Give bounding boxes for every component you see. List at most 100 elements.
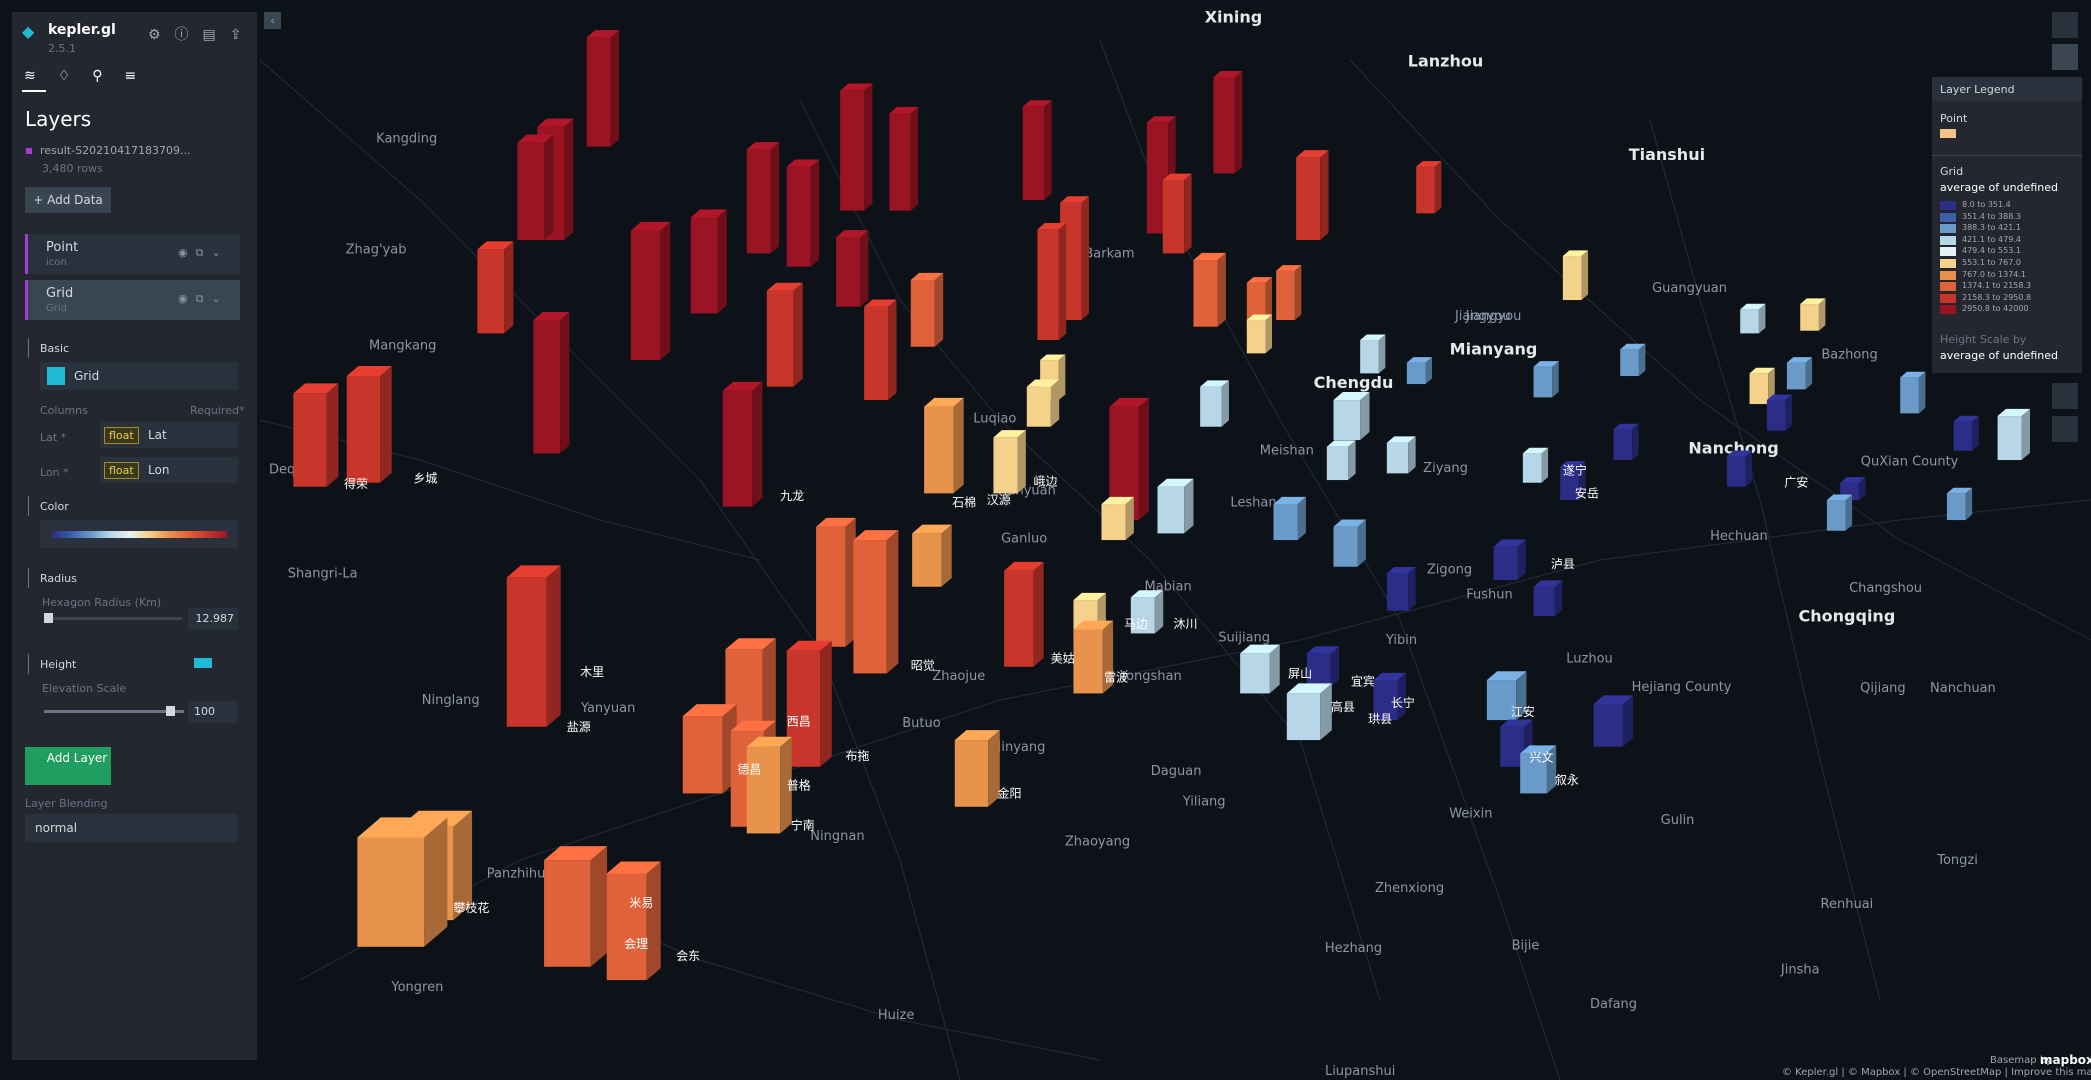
grid-cell (1273, 496, 1306, 541)
add-data-button[interactable]: + Add Data (25, 187, 111, 213)
cell-side (1320, 150, 1329, 241)
cell-side (820, 640, 832, 767)
map-control[interactable] (2052, 44, 2078, 70)
layer-card[interactable]: Grid Grid ◉⧉⌄ (25, 280, 240, 320)
cell-side (1397, 672, 1406, 721)
layer-actions[interactable]: ◉⧉⌄ (178, 246, 229, 259)
grid-cell (1766, 394, 1793, 431)
place-label: Kangding (376, 132, 437, 147)
place-label: Dafang (1590, 997, 1637, 1012)
cell-top (1333, 519, 1366, 527)
cell-front (1997, 416, 2022, 461)
legend-height-label: Height Scale by (1940, 333, 2027, 346)
cell-side (1745, 450, 1753, 487)
cell-top (1406, 357, 1433, 363)
place-label: Tongzi (1936, 853, 1978, 868)
grid-cell (766, 282, 803, 387)
legend-swatch (1940, 270, 1956, 280)
cell-front (912, 533, 942, 587)
cell-front (786, 166, 811, 267)
cell-front (1533, 586, 1555, 617)
cell-front (1286, 693, 1321, 741)
grid-cell (1101, 496, 1134, 541)
local-label: 峨边 (1033, 474, 1057, 488)
grid-cell (746, 142, 780, 254)
place-label: Renhuai (1821, 897, 1874, 912)
radius-input[interactable]: 12.987 (188, 608, 238, 630)
cell-top (954, 730, 1000, 741)
grid-cell (1157, 478, 1194, 534)
cell-side (1360, 392, 1370, 441)
place-label: Luzhou (1566, 652, 1613, 667)
cell-top (544, 846, 608, 861)
cell-front (786, 650, 821, 767)
cell-side (1758, 303, 1766, 334)
place-label: Jiangyou (1454, 309, 1511, 324)
grid-cell (1560, 461, 1586, 501)
layer-type-select[interactable]: Grid (40, 362, 238, 390)
layer-name: Point (46, 240, 79, 255)
cell-front (1749, 373, 1769, 405)
place-label: Jinsha (1780, 962, 1820, 977)
cell-top (1037, 222, 1067, 230)
cell-top (1246, 314, 1273, 321)
place-label: Huize (878, 1008, 914, 1023)
grid-cell (1533, 361, 1559, 398)
cell-front (1766, 400, 1786, 431)
grid-cell (1306, 646, 1340, 687)
cell-side (1102, 620, 1114, 694)
place-label: Yiliang (1182, 794, 1226, 809)
cell-side (1081, 196, 1089, 321)
legend-swatch (1940, 224, 1956, 234)
blending-select[interactable]: normal (25, 814, 237, 842)
cell-front (864, 306, 889, 401)
map-control[interactable] (2052, 383, 2078, 409)
grid-cell (912, 524, 952, 587)
elevation-input[interactable]: 100 (188, 701, 238, 723)
map-control[interactable] (2052, 12, 2078, 38)
cell-front (853, 540, 887, 674)
layer-card[interactable]: Point icon ◉⧉⌄ (25, 234, 240, 274)
collapse-button[interactable]: ‹ (264, 12, 281, 29)
grid-cell (746, 736, 792, 834)
cell-top (1130, 590, 1164, 598)
legend-swatch (1940, 259, 1956, 268)
grid-cell (1997, 408, 2030, 461)
radius-handle[interactable] (44, 613, 53, 623)
cell-side (1217, 252, 1226, 327)
add-layer-button[interactable]: Add Layer (25, 747, 111, 785)
panel-tabs[interactable]: ≋♢⚲≡ (24, 68, 159, 84)
legend-swatch (1940, 305, 1956, 315)
grid-cell (1416, 161, 1442, 214)
elevation-slider[interactable] (44, 710, 184, 713)
grid-cell (533, 312, 570, 454)
elevation-handle[interactable] (166, 706, 175, 716)
dataset-name[interactable]: result-S20210417183709... (40, 144, 191, 157)
cell-top (1273, 496, 1306, 505)
radius-slider[interactable] (44, 617, 182, 620)
grid-cell (357, 817, 448, 947)
cell-front (1326, 446, 1349, 481)
header-icons[interactable]: ⚙ⓘ▤⇪ (148, 27, 256, 43)
layer-actions[interactable]: ◉⧉⌄ (178, 292, 229, 305)
cell-top (1200, 380, 1229, 387)
cell-top (1953, 415, 1979, 422)
grid-cell (786, 159, 820, 267)
cell-front (746, 149, 771, 254)
map-control[interactable] (2052, 416, 2078, 442)
cell-top (836, 230, 869, 238)
cell-front (544, 860, 591, 967)
basemap-by: Basemap by (1990, 1055, 2053, 1066)
local-label: 叙永 (1555, 773, 1579, 787)
cell-top (786, 640, 832, 651)
cell-front (1946, 493, 1966, 521)
place-label: Chongqing (1799, 606, 1896, 625)
cell-top (1740, 303, 1766, 310)
place-label: Leshan (1230, 496, 1276, 511)
height-toggle[interactable] (194, 658, 212, 668)
cell-side (1858, 477, 1866, 501)
cell-front (606, 873, 647, 981)
cell-side (1058, 354, 1066, 401)
cell-top (1004, 561, 1044, 571)
cell-side (1632, 423, 1639, 461)
